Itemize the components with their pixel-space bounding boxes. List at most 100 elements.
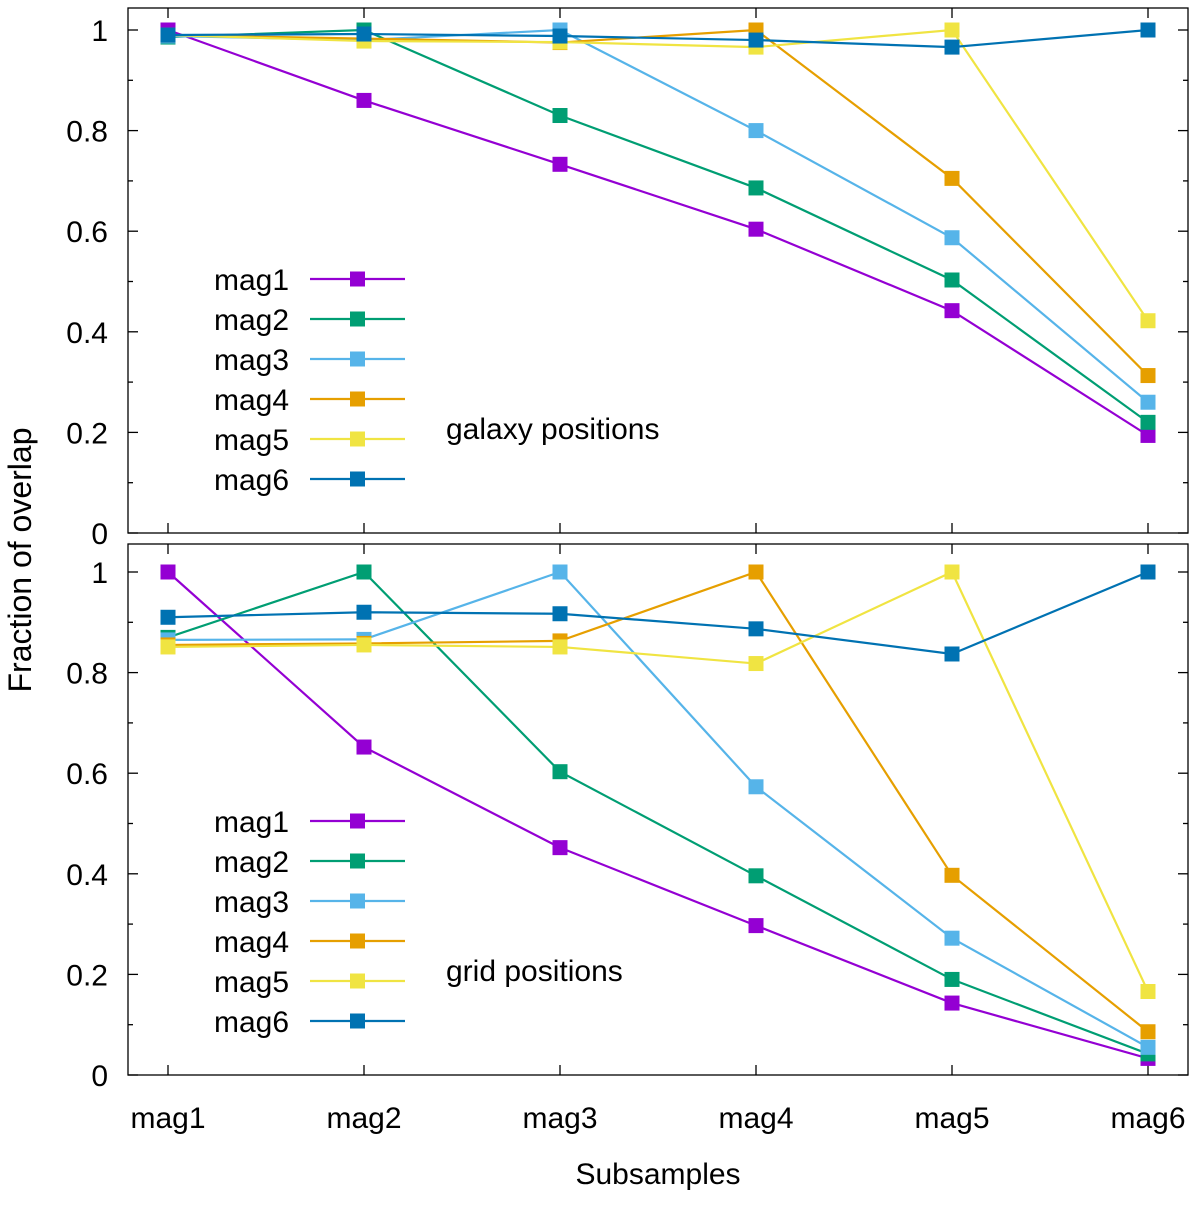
x-tick-label: mag2	[326, 1102, 401, 1135]
series-line-mag3	[167, 28, 1149, 404]
data-point-mag2	[552, 108, 568, 124]
x-tick-label: mag4	[718, 1102, 793, 1135]
y-tick-label: 0	[91, 518, 108, 551]
data-point-mag6	[748, 621, 764, 637]
series-line-mag1	[167, 571, 1149, 1060]
data-point-mag2	[944, 971, 960, 987]
y-tick-label: 0.2	[66, 959, 108, 992]
data-point-mag3	[748, 779, 764, 795]
legend-marker-mag5	[350, 431, 365, 447]
x-tick-label: mag3	[522, 1102, 597, 1135]
series-line-mag1	[167, 28, 1149, 437]
data-point-mag3	[944, 930, 960, 946]
y-tick-label: 0.4	[66, 859, 108, 892]
x-tick-label: mag6	[1110, 1102, 1185, 1135]
data-point-mag2	[748, 180, 764, 196]
data-point-mag5	[1140, 984, 1156, 1000]
data-point-mag6	[944, 39, 960, 55]
y-tick-label: 1	[91, 15, 108, 48]
y-tick-label: 0.6	[66, 216, 108, 249]
data-point-mag2	[552, 764, 568, 780]
data-point-mag6	[160, 27, 176, 43]
plot-frame	[127, 543, 1189, 1076]
data-point-mag1	[552, 840, 568, 856]
y-tick-label: 0.8	[66, 658, 108, 691]
legend-label-mag2: mag2	[214, 846, 289, 879]
data-point-mag6	[1140, 564, 1156, 580]
y-tick-label: 0.6	[66, 758, 108, 791]
legend-label-mag4: mag4	[214, 926, 289, 959]
legend-label-mag2: mag2	[214, 304, 289, 337]
y-tick-label: 0.2	[66, 417, 108, 450]
legend-label-mag4: mag4	[214, 384, 289, 417]
plot-frame	[127, 7, 1189, 534]
data-point-mag2	[748, 868, 764, 884]
data-point-mag5	[748, 656, 764, 672]
series-line-mag3	[167, 570, 1149, 1049]
x-tick-label: mag1	[130, 1102, 205, 1135]
data-point-mag6	[160, 609, 176, 625]
data-point-mag5	[944, 564, 960, 580]
series-line-mag6	[167, 28, 1149, 49]
y-tick-label: 0	[91, 1060, 108, 1093]
legend-label-mag1: mag1	[214, 806, 289, 839]
data-point-mag1	[748, 918, 764, 934]
data-point-mag6	[748, 32, 764, 48]
data-point-mag3	[944, 230, 960, 246]
data-point-mag3	[552, 564, 568, 580]
legend-marker-mag3	[350, 893, 365, 909]
legend-marker-mag2	[350, 311, 365, 327]
data-point-mag2	[944, 272, 960, 288]
data-point-mag1	[1140, 427, 1156, 443]
legend-marker-mag4	[350, 933, 365, 949]
data-point-mag4	[748, 564, 764, 580]
legend-label-mag5: mag5	[214, 966, 289, 999]
data-point-mag6	[944, 646, 960, 662]
legend-label-mag1: mag1	[214, 264, 289, 297]
data-point-mag1	[944, 303, 960, 319]
y-tick-label: 0.4	[66, 317, 108, 350]
data-point-mag5	[944, 22, 960, 38]
series-line-mag2	[167, 570, 1149, 1055]
panel-annotation: galaxy positions	[446, 413, 659, 446]
legend-label-mag3: mag3	[214, 344, 289, 377]
series-line-mag4	[167, 28, 1149, 377]
series-line-mag5	[167, 570, 1149, 992]
data-point-mag1	[552, 156, 568, 172]
legend-label-mag6: mag6	[214, 464, 289, 497]
legend-label-mag5: mag5	[214, 424, 289, 457]
data-point-mag6	[1140, 22, 1156, 38]
data-point-mag5	[160, 639, 176, 655]
data-point-mag6	[356, 26, 372, 42]
data-point-mag6	[552, 28, 568, 44]
y-tick-label: 1	[91, 557, 108, 590]
legend-marker-mag2	[350, 853, 365, 869]
panel-grid-positions: 0 0.2 0.4 0.6 0.8 1 mag1 mag2 mag3 mag4 mag5 mag6 ma…	[66, 543, 1189, 1135]
legend-marker-mag1	[350, 813, 365, 829]
data-point-mag2	[1140, 414, 1156, 430]
series-line-mag6	[167, 570, 1149, 656]
panel-galaxy-positions: 0 0.2 0.4 0.6 0.8 1 mag1 mag2 mag3 mag4 mag5 mag6 ga…	[66, 7, 1189, 551]
data-point-mag3	[1140, 1039, 1156, 1055]
data-point-mag5	[1140, 313, 1156, 329]
series-line-mag4	[167, 570, 1149, 1033]
legend-label-mag6: mag6	[214, 1006, 289, 1039]
data-point-mag4	[944, 170, 960, 186]
legend-label-mag3: mag3	[214, 886, 289, 919]
data-point-mag5	[356, 637, 372, 653]
y-tick-label: 0.8	[66, 116, 108, 149]
data-point-mag4	[1140, 1024, 1156, 1040]
y-axis-label: Fraction of overlap	[2, 427, 38, 692]
data-point-mag1	[748, 221, 764, 237]
legend-marker-mag5	[350, 973, 365, 989]
legend-marker-mag3	[350, 351, 365, 367]
data-point-mag1	[160, 564, 176, 580]
series-line-mag5	[167, 28, 1149, 322]
data-point-mag6	[552, 606, 568, 622]
data-point-mag6	[356, 604, 372, 620]
legend-marker-mag4	[350, 391, 365, 407]
x-axis-label: Subsamples	[575, 1158, 740, 1191]
legend-marker-mag1	[350, 271, 365, 287]
series-line-mag2	[167, 28, 1149, 424]
